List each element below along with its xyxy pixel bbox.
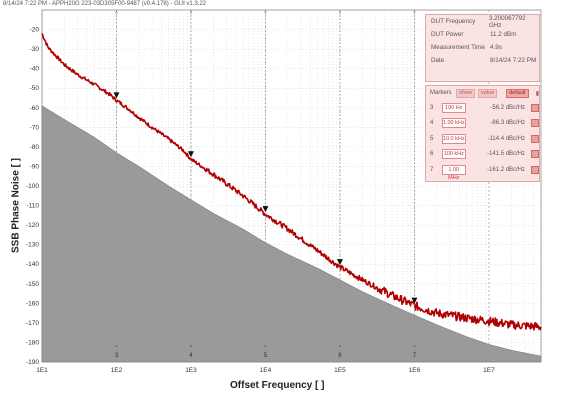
marker-row: 4 1.00 kHz -86.3 dBc/Hz xyxy=(426,116,539,132)
marker-id: 7 xyxy=(430,166,434,173)
y-tick-label: -180 xyxy=(26,339,39,346)
info-row-time: Measurement Time 4.9s xyxy=(426,41,539,54)
marker-value: -86.3 dBc/Hz xyxy=(490,120,526,127)
y-tick-label: -170 xyxy=(26,320,39,327)
markers-header: Markers show value default ▮ xyxy=(426,86,539,100)
marker-triangle xyxy=(336,259,343,266)
y-tick-label: -160 xyxy=(26,300,39,307)
marker-id: 4 xyxy=(430,120,434,127)
add-marker-icon[interactable]: ▮ xyxy=(535,90,539,97)
x-tick-label: 1E2 xyxy=(111,367,123,374)
marker-top-tick: ^ xyxy=(339,11,342,17)
noise-floor-area xyxy=(41,105,542,363)
marker-top-tick: ^ xyxy=(115,11,118,17)
marker-value: -161.2 dBc/Hz xyxy=(487,166,526,173)
measured-trace xyxy=(41,33,542,331)
measurement-info-panel: DUT Frequency 3.200067792 GHz DUT Power … xyxy=(425,14,540,82)
y-tick-label: -20 xyxy=(30,27,40,34)
marker-id-label: 5 xyxy=(264,353,268,359)
y-tick-label: -80 xyxy=(30,144,40,151)
marker-row: 6 100 kHz -141.5 dBc/Hz xyxy=(426,147,539,163)
marker-bottom-tick: ^ xyxy=(190,345,193,351)
marker-id-label: 3 xyxy=(115,353,119,359)
info-value: 11.2 dBm xyxy=(490,31,517,38)
x-tick-label: 1E7 xyxy=(483,367,495,374)
y-tick-label: -50 xyxy=(30,85,40,92)
x-axis-label: Offset Frequency [ ] xyxy=(230,380,325,391)
marker-bottom-tick: ^ xyxy=(339,345,342,351)
show-toggle[interactable]: show xyxy=(456,88,476,98)
markers-title: Markers xyxy=(430,90,452,96)
y-tick-label: -120 xyxy=(26,222,39,229)
marker-row: 5 10.0 kHz -114.4 dBc/Hz xyxy=(426,131,539,147)
info-value: 3.200067792 GHz xyxy=(488,14,526,29)
y-tick-label: -140 xyxy=(26,261,39,268)
info-row-date: Date 8/14/24 7:22 PM xyxy=(426,54,539,67)
y-tick-label: -30 xyxy=(30,46,40,53)
info-label: Measurement Time xyxy=(431,44,485,51)
marker-triangle xyxy=(262,206,269,213)
marker-id: 5 xyxy=(430,135,434,142)
marker-id-label: 6 xyxy=(338,353,342,359)
window-header: 8/14/24 7:22 PM - APPH20G 223-03D305F00-… xyxy=(3,1,207,7)
marker-triangle xyxy=(113,92,120,99)
marker-remove-icon[interactable] xyxy=(531,150,539,159)
marker-remove-icon[interactable] xyxy=(531,134,539,143)
info-row-frequency: DUT Frequency 3.200067792 GHz xyxy=(426,14,539,29)
value-toggle[interactable]: value xyxy=(478,88,498,98)
y-tick-label: -150 xyxy=(26,281,39,288)
info-label: DUT Power xyxy=(431,31,464,38)
y-axis-label: SSB Phase Noise [ ] xyxy=(10,157,22,254)
y-tick-label: -90 xyxy=(30,163,40,170)
info-value: 8/14/24 7:22 PM xyxy=(490,57,537,64)
marker-row: 7 1.00 MHz -161.2 dBc/Hz xyxy=(426,162,539,181)
marker-frequency-input[interactable]: 1.00 kHz xyxy=(441,118,466,129)
y-tick-label: -60 xyxy=(30,105,40,112)
marker-bottom-tick: ^ xyxy=(264,345,267,351)
y-tick-label: -190 xyxy=(26,359,39,366)
marker-bottom-tick: ^ xyxy=(413,345,416,351)
y-tick-label: -110 xyxy=(26,203,39,210)
info-value: 4.9s xyxy=(490,44,502,51)
y-tick-label: -100 xyxy=(26,183,39,190)
marker-frequency-input[interactable]: 100 kHz xyxy=(441,149,466,160)
marker-id-label: 4 xyxy=(189,353,193,359)
marker-remove-icon[interactable] xyxy=(531,103,539,112)
marker-id: 6 xyxy=(430,151,434,158)
x-tick-label: 1E5 xyxy=(334,367,346,374)
marker-triangle xyxy=(411,297,418,304)
marker-top-tick: ^ xyxy=(190,11,193,17)
info-row-power: DUT Power 11.2 dBm xyxy=(426,28,539,41)
marker-remove-icon[interactable] xyxy=(531,119,539,128)
default-button[interactable]: default xyxy=(506,88,529,98)
marker-value: -56.2 dBc/Hz xyxy=(490,104,526,111)
marker-value: -141.5 dBc/Hz xyxy=(487,151,526,158)
x-tick-label: 1E4 xyxy=(260,367,272,374)
marker-frequency-input[interactable]: 100 Hz xyxy=(441,102,466,113)
marker-value: -114.4 dBc/Hz xyxy=(487,135,526,142)
marker-top-tick: ^ xyxy=(413,11,416,17)
y-tick-label: -70 xyxy=(30,124,40,131)
y-tick-label: -130 xyxy=(26,242,39,249)
markers-panel: Markers show value default ▮ 3 100 Hz -5… xyxy=(425,85,540,182)
marker-remove-icon[interactable] xyxy=(531,165,539,174)
info-label: Date xyxy=(431,57,445,64)
x-tick-label: 1E1 xyxy=(36,367,48,374)
marker-id-label: 7 xyxy=(413,353,417,359)
marker-row: 3 100 Hz -56.2 dBc/Hz xyxy=(426,100,539,116)
info-label: DUT Frequency xyxy=(431,18,476,25)
marker-top-tick: ^ xyxy=(264,11,267,17)
marker-frequency-input[interactable]: 1.00 MHz xyxy=(441,164,466,181)
marker-id: 3 xyxy=(430,104,434,111)
marker-triangle xyxy=(187,151,194,158)
x-tick-label: 1E3 xyxy=(185,367,197,374)
marker-bottom-tick: ^ xyxy=(115,345,118,351)
x-tick-label: 1E6 xyxy=(409,367,421,374)
y-tick-label: -40 xyxy=(30,66,40,73)
marker-frequency-input[interactable]: 10.0 kHz xyxy=(441,133,466,144)
